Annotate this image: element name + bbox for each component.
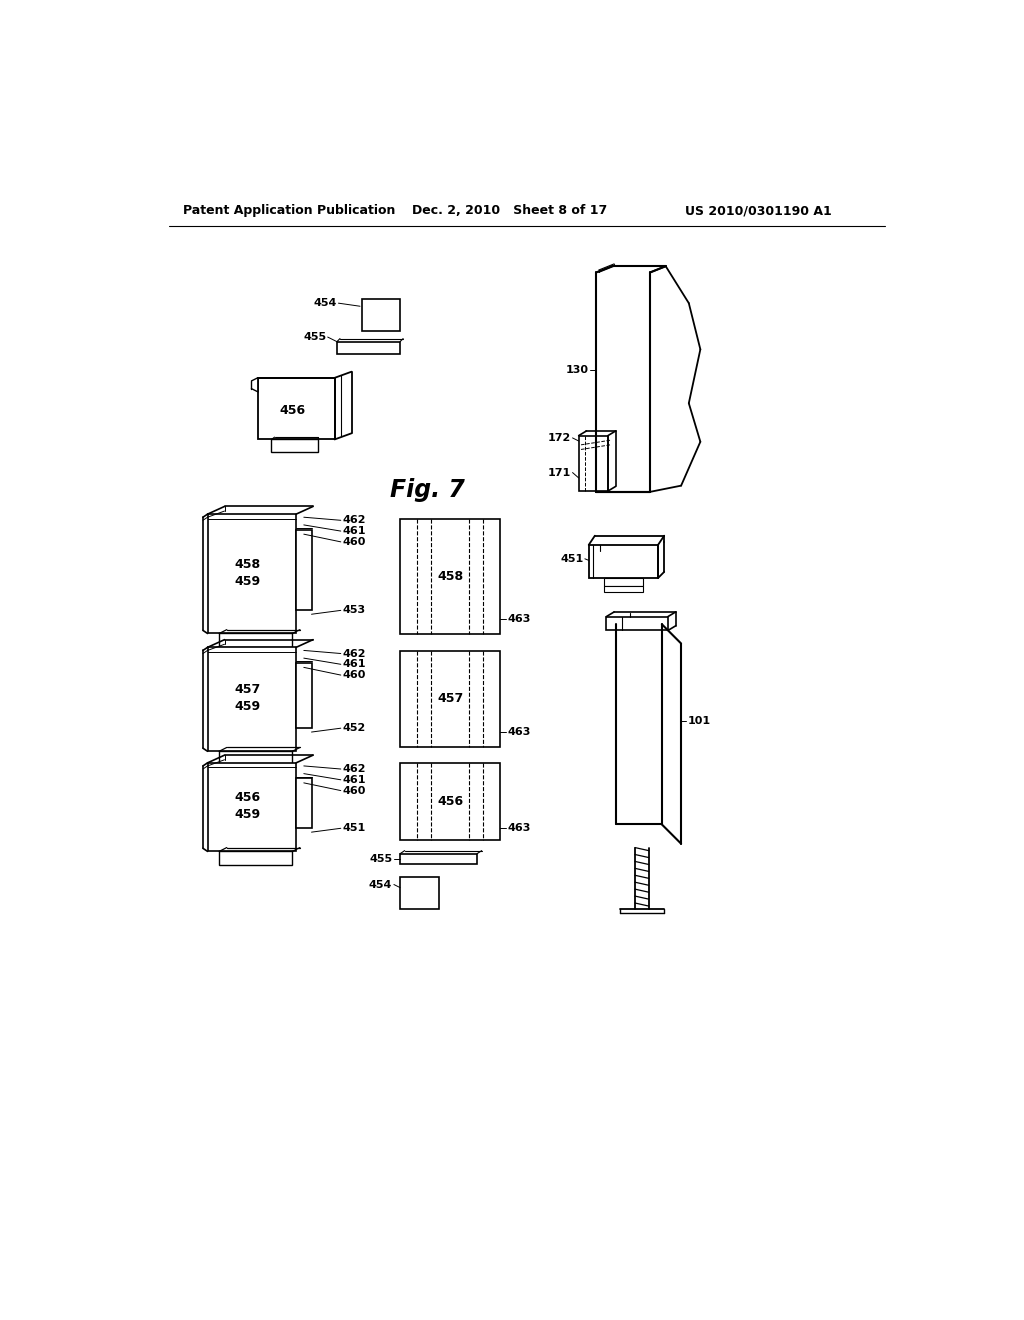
Text: 462: 462	[342, 764, 366, 774]
Bar	[400, 651, 500, 747]
Text: 461: 461	[342, 527, 366, 536]
Bar	[296, 529, 311, 610]
Text: 451: 451	[560, 554, 584, 564]
Text: 459: 459	[234, 574, 261, 587]
Text: 463: 463	[508, 824, 531, 833]
Bar	[604, 586, 643, 591]
Bar	[337, 342, 400, 354]
Bar	[400, 854, 477, 865]
Text: 452: 452	[342, 723, 366, 733]
Text: 463: 463	[508, 614, 531, 624]
Bar	[579, 436, 608, 491]
Bar	[606, 616, 668, 631]
Text: Fig. 7: Fig. 7	[389, 478, 465, 502]
Text: 171: 171	[548, 467, 571, 478]
Text: 453: 453	[342, 606, 366, 615]
Text: 457: 457	[234, 684, 261, 696]
Bar	[400, 876, 438, 909]
Text: 463: 463	[508, 727, 531, 737]
Text: 460: 460	[342, 785, 366, 796]
Bar	[219, 751, 292, 766]
Bar	[208, 647, 296, 751]
Bar	[604, 578, 643, 586]
Bar	[208, 515, 296, 634]
Text: 462: 462	[342, 648, 366, 659]
Text: 459: 459	[234, 808, 261, 821]
Bar	[400, 519, 500, 635]
Text: 456: 456	[234, 791, 261, 804]
Text: 458: 458	[234, 557, 261, 570]
Bar	[589, 545, 658, 578]
Text: 456: 456	[280, 404, 305, 417]
Bar	[361, 298, 400, 331]
Text: 455: 455	[303, 333, 326, 342]
Text: 456: 456	[437, 795, 463, 808]
Bar	[296, 779, 311, 829]
Text: US 2010/0301190 A1: US 2010/0301190 A1	[685, 205, 831, 218]
Text: 460: 460	[342, 671, 366, 680]
Text: 458: 458	[437, 570, 463, 583]
Text: 457: 457	[437, 693, 463, 705]
Text: 461: 461	[342, 775, 366, 785]
Bar	[219, 634, 292, 647]
Text: 460: 460	[342, 537, 366, 546]
Text: Patent Application Publication: Patent Application Publication	[183, 205, 395, 218]
Text: 130: 130	[565, 366, 589, 375]
Text: 101: 101	[687, 715, 711, 726]
Text: 454: 454	[369, 879, 392, 890]
Text: 172: 172	[548, 433, 571, 444]
Bar	[258, 378, 335, 440]
Bar	[296, 663, 311, 729]
Bar	[208, 763, 296, 851]
Bar	[219, 851, 292, 866]
Bar	[400, 763, 500, 840]
Text: 454: 454	[313, 298, 337, 308]
Text: Dec. 2, 2010   Sheet 8 of 17: Dec. 2, 2010 Sheet 8 of 17	[412, 205, 607, 218]
Text: 459: 459	[234, 700, 261, 713]
Text: 451: 451	[342, 824, 366, 833]
Text: 461: 461	[342, 659, 366, 669]
Bar	[271, 440, 317, 451]
Text: 455: 455	[370, 854, 392, 865]
Text: 462: 462	[342, 515, 366, 525]
